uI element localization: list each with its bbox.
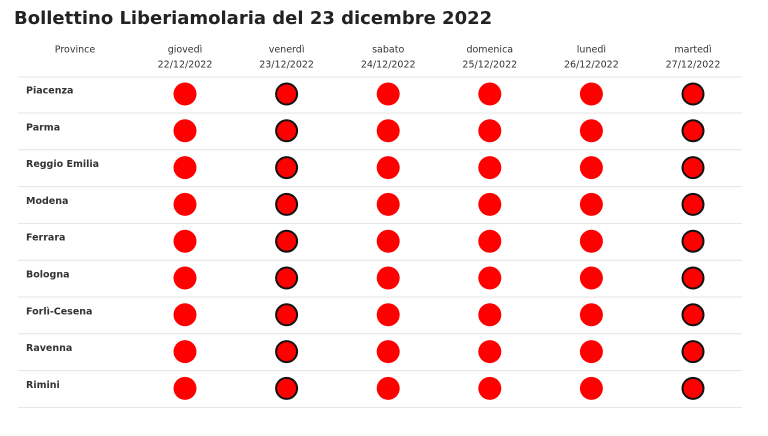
status-dot (275, 119, 299, 143)
day-name: martedì (674, 45, 711, 56)
status-dot (478, 376, 502, 400)
status-dot (478, 156, 502, 180)
day-name: domenica (466, 45, 513, 56)
status-dot (376, 340, 400, 364)
status-dot (275, 156, 299, 180)
status-dot (173, 266, 197, 290)
status-dot (579, 340, 603, 364)
status-dot (478, 303, 502, 327)
province-name: Rimini (26, 380, 60, 391)
status-dot (579, 156, 603, 180)
province-name: Ravenna (26, 343, 72, 354)
status-dot (681, 229, 705, 253)
status-dot (173, 156, 197, 180)
status-dot (478, 266, 502, 290)
status-dot (173, 82, 197, 106)
status-dot (376, 266, 400, 290)
province-name: Bologna (26, 270, 70, 281)
status-dot (173, 229, 197, 253)
status-dot (275, 229, 299, 253)
status-dot (376, 303, 400, 327)
province-name: Modena (26, 196, 68, 207)
status-dot (681, 156, 705, 180)
page-title: Bollettino Liberiamolaria del 23 dicembr… (14, 8, 492, 29)
column-header: Province (55, 45, 96, 56)
status-dot (478, 229, 502, 253)
status-dot (681, 303, 705, 327)
status-dot (478, 340, 502, 364)
status-dot (579, 192, 603, 216)
day-date: 23/12/2022 (259, 60, 314, 71)
province-name: Forlì-Cesena (26, 306, 92, 317)
day-date: 25/12/2022 (462, 60, 517, 71)
status-dot (376, 376, 400, 400)
status-dot (579, 229, 603, 253)
status-dot (681, 340, 705, 364)
day-date: 27/12/2022 (666, 60, 721, 71)
status-dot (173, 303, 197, 327)
status-dot (579, 82, 603, 106)
status-dot (376, 156, 400, 180)
status-dot (478, 82, 502, 106)
status-dot (376, 192, 400, 216)
status-dot (681, 266, 705, 290)
status-dot (681, 192, 705, 216)
status-dot (275, 376, 299, 400)
status-dot (173, 119, 197, 143)
status-dot (681, 82, 705, 106)
status-dot (376, 119, 400, 143)
status-dot (173, 192, 197, 216)
status-dot (579, 376, 603, 400)
status-dot (376, 82, 400, 106)
province-name: Ferrara (26, 233, 65, 244)
status-dot (275, 192, 299, 216)
day-name: lunedì (577, 45, 606, 56)
status-dot (275, 82, 299, 106)
status-dot (376, 229, 400, 253)
status-dot (478, 192, 502, 216)
status-dot (478, 119, 502, 143)
province-name: Parma (26, 122, 60, 133)
status-dot (579, 303, 603, 327)
status-dot (579, 119, 603, 143)
status-dot (173, 376, 197, 400)
day-name: giovedì (168, 45, 203, 56)
status-dot (681, 376, 705, 400)
status-dot (579, 266, 603, 290)
day-name: sabato (372, 45, 404, 56)
day-date: 26/12/2022 (564, 60, 619, 71)
status-dot (275, 266, 299, 290)
province-name: Reggio Emilia (26, 159, 99, 170)
status-dot (173, 340, 197, 364)
status-dot (681, 119, 705, 143)
status-dot (275, 303, 299, 327)
day-date: 22/12/2022 (158, 60, 213, 71)
province-name: Piacenza (26, 86, 73, 97)
status-dot (275, 340, 299, 364)
day-date: 24/12/2022 (361, 60, 416, 71)
day-name: venerdì (269, 45, 305, 56)
